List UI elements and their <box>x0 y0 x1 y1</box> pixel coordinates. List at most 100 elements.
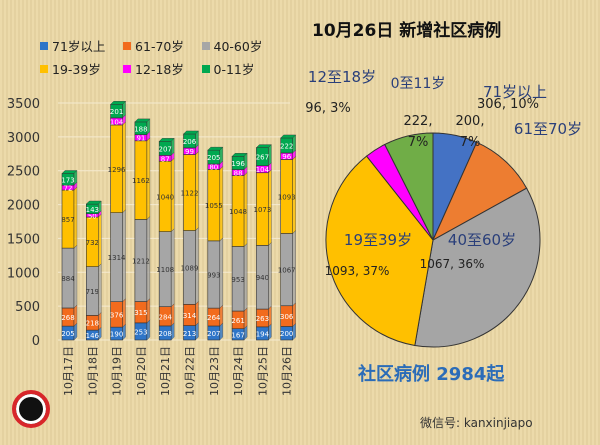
data-label: 314 <box>183 312 197 320</box>
data-label: 857 <box>61 216 74 224</box>
bar-top <box>158 138 175 142</box>
legend-item: 12-18岁 <box>123 59 191 78</box>
legend-label: 19-39岁 <box>52 62 101 77</box>
y-tick-label: 1000 <box>7 266 40 281</box>
data-label: 91 <box>136 135 145 143</box>
data-label: 376 <box>110 311 124 319</box>
logo <box>12 390 50 428</box>
data-label: 173 <box>61 176 74 184</box>
legend-swatch <box>40 41 48 50</box>
bar-top <box>280 134 297 139</box>
data-label: 88 <box>234 170 243 178</box>
data-label: 196 <box>231 160 245 168</box>
pie-value-label: 1093, 37% <box>325 264 390 278</box>
pie-value-label: 306, 10% <box>477 97 539 112</box>
pie-value-label: 96, 3% <box>305 101 350 116</box>
data-label: 205 <box>207 154 220 162</box>
y-tick-label: 500 <box>15 300 40 315</box>
data-label: 1048 <box>229 208 247 216</box>
x-tick-label: 10月21日 <box>159 346 172 396</box>
data-label: 72 <box>64 185 73 193</box>
legend-label: 40-60岁 <box>213 39 263 54</box>
data-label: 284 <box>159 313 173 321</box>
data-label: 719 <box>86 288 99 296</box>
x-tick-label: 10月25日 <box>256 346 269 396</box>
y-tick-label: 2000 <box>7 199 40 214</box>
legend-item: 40-60岁 <box>201 36 270 55</box>
legend-item: 71岁以上 <box>40 36 113 55</box>
pie-category-label: 0至11岁 <box>391 76 446 92</box>
data-label: 207 <box>207 330 220 338</box>
data-label: 188 <box>134 125 147 133</box>
y-tick-label: 0 <box>32 334 40 349</box>
legend-swatch <box>123 41 132 50</box>
pie-category-label: 61至70岁 <box>514 120 582 138</box>
data-label: 50 <box>88 212 97 220</box>
data-label: 207 <box>159 145 172 153</box>
pie-category-label: 12至18岁 <box>308 68 376 86</box>
data-label: 1296 <box>108 166 126 174</box>
data-label: 264 <box>207 314 221 322</box>
y-tick-label: 1500 <box>7 232 40 247</box>
legend-item: 61-70岁 <box>123 36 191 55</box>
data-label: 1067 <box>278 267 296 275</box>
pie-value-label: 200, 7% <box>456 114 485 150</box>
data-label: 167 <box>231 331 244 339</box>
pie-value-label: 1067, 36% <box>420 257 485 271</box>
x-tick-label: 10月18日 <box>86 346 99 396</box>
data-label: 267 <box>256 154 269 162</box>
x-tick-label: 10月26日 <box>281 346 294 396</box>
data-label: 1212 <box>132 258 150 266</box>
x-tick-label: 10月20日 <box>135 346 148 396</box>
data-label: 253 <box>134 328 147 336</box>
pie-slice <box>325 155 434 347</box>
y-tick-label: 2500 <box>7 165 40 180</box>
pie-category-label: 71岁以上 <box>483 83 547 101</box>
bar-top <box>207 146 224 151</box>
bar-top <box>134 118 151 123</box>
data-label: 732 <box>86 239 99 247</box>
data-label: 1089 <box>181 264 199 272</box>
data-label: 99 <box>185 148 194 156</box>
bar-top <box>85 200 102 205</box>
data-label: 104 <box>110 118 124 126</box>
legend-swatch <box>201 64 210 73</box>
data-label: 261 <box>231 317 244 325</box>
data-label: 1108 <box>156 266 174 274</box>
total-label: 社区病例 2984起 <box>358 364 505 385</box>
legend-label: 61-70岁 <box>135 39 184 54</box>
y-tick-label: 3000 <box>7 131 40 146</box>
data-label: 190 <box>110 331 123 339</box>
x-tick-label: 10月19日 <box>111 346 124 396</box>
bar-top <box>110 101 127 105</box>
data-label: 315 <box>134 309 147 317</box>
data-label: 222 <box>280 142 293 150</box>
bar-top <box>183 130 199 135</box>
data-label: 201 <box>110 108 123 116</box>
data-label: 953 <box>231 276 244 284</box>
data-label: 146 <box>86 332 100 340</box>
bar-top <box>255 144 272 148</box>
data-label: 306 <box>280 313 294 321</box>
data-label: 884 <box>61 275 75 283</box>
data-label: 1122 <box>181 190 199 198</box>
data-label: 993 <box>207 271 220 279</box>
data-label: 143 <box>86 206 99 214</box>
pie-slice <box>384 132 434 241</box>
pie-value-label: 222, 7% <box>404 114 433 150</box>
data-label: 104 <box>256 166 270 174</box>
data-label: 87 <box>161 155 170 163</box>
data-label: 206 <box>183 138 197 146</box>
legend-label: 12-18岁 <box>135 62 184 77</box>
legend-label: 0-11岁 <box>213 62 255 77</box>
legend-swatch <box>40 64 48 73</box>
data-label: 200 <box>280 330 293 338</box>
data-label: 96 <box>282 153 291 161</box>
y-tick-label: 3500 <box>7 97 40 112</box>
data-label: 263 <box>256 315 269 323</box>
data-label: 1040 <box>156 193 174 201</box>
x-tick-label: 10月23日 <box>208 346 221 396</box>
legend-item: 0-11岁 <box>201 59 270 78</box>
data-label: 1073 <box>253 206 271 214</box>
